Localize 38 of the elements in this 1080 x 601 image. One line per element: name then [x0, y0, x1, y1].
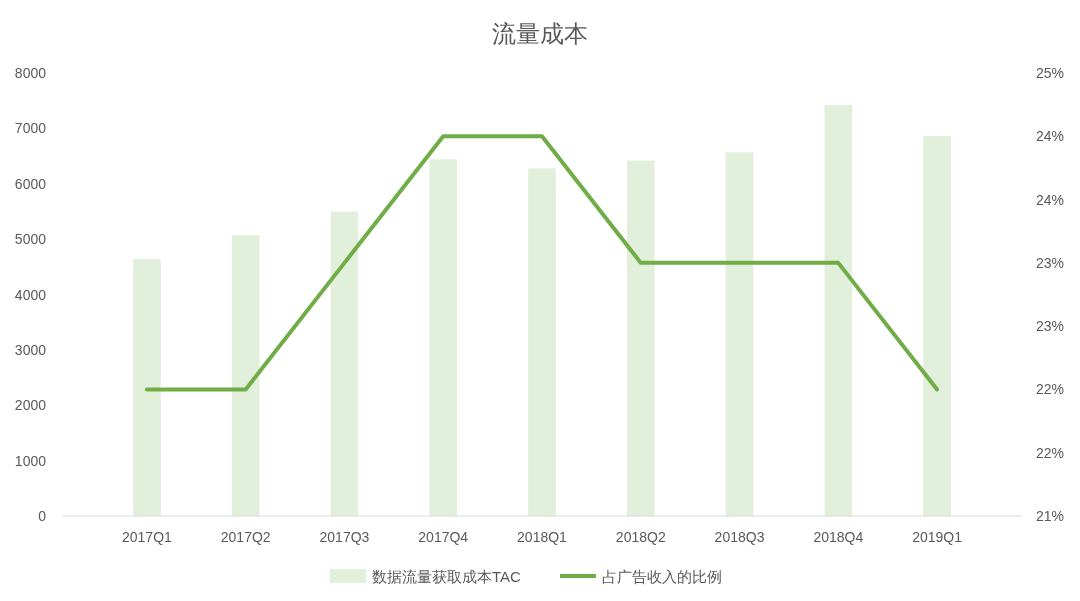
y2-tick-label: 22%	[1036, 381, 1065, 398]
x-tick-label: 2017Q3	[319, 529, 370, 545]
y-tick-label: 1000	[14, 452, 47, 469]
x-tick-label: 2018Q2	[615, 529, 666, 545]
y-tick-label: 5000	[14, 231, 47, 248]
legend-label: 占广告收入的比例	[602, 568, 722, 585]
x-tick-label: 2017Q2	[220, 529, 271, 545]
bar	[133, 259, 161, 516]
bar	[824, 105, 853, 516]
bar	[725, 152, 754, 516]
legend-label: 数据流量获取成本TAC	[372, 568, 522, 585]
x-tick-label: 2017Q1	[122, 529, 173, 545]
y-tick-label: 8000	[14, 65, 47, 81]
y-tick-label: 0	[38, 508, 47, 524]
y2-tick-label: 24%	[1036, 191, 1065, 208]
y-tick-label: 4000	[14, 286, 47, 303]
y-tick-label: 6000	[14, 175, 47, 192]
x-tick-label: 2017Q4	[418, 529, 469, 545]
x-tick-label: 2019Q1	[912, 529, 963, 545]
bar	[231, 235, 260, 516]
bar	[528, 168, 556, 516]
y2-tick-label: 22%	[1036, 444, 1065, 461]
x-tick-label: 2018Q3	[714, 529, 765, 545]
y-tick-label: 2000	[14, 397, 47, 414]
bar	[429, 159, 458, 516]
y2-tick-label: 21%	[1036, 508, 1065, 524]
y-tick-label: 3000	[14, 341, 47, 358]
y2-tick-label: 23%	[1036, 318, 1065, 335]
y-tick-label: 7000	[14, 120, 47, 137]
y2-tick-label: 24%	[1036, 128, 1065, 145]
y2-tick-label: 23%	[1036, 254, 1065, 271]
bar	[626, 160, 655, 516]
bar	[923, 136, 951, 516]
chart-title: 流量成本	[492, 20, 588, 47]
bar	[330, 211, 359, 516]
y2-tick-label: 25%	[1036, 65, 1065, 81]
x-tick-label: 2018Q1	[517, 529, 568, 545]
x-tick-label: 2018Q4	[813, 529, 864, 545]
